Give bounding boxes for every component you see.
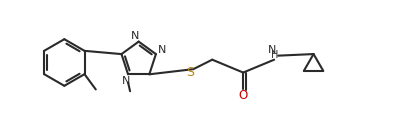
Text: N: N xyxy=(268,45,276,55)
Text: O: O xyxy=(238,88,247,102)
Text: N: N xyxy=(122,76,130,86)
Text: N: N xyxy=(131,31,139,41)
Text: S: S xyxy=(185,66,193,79)
Text: N: N xyxy=(158,45,166,55)
Text: H: H xyxy=(271,50,278,60)
